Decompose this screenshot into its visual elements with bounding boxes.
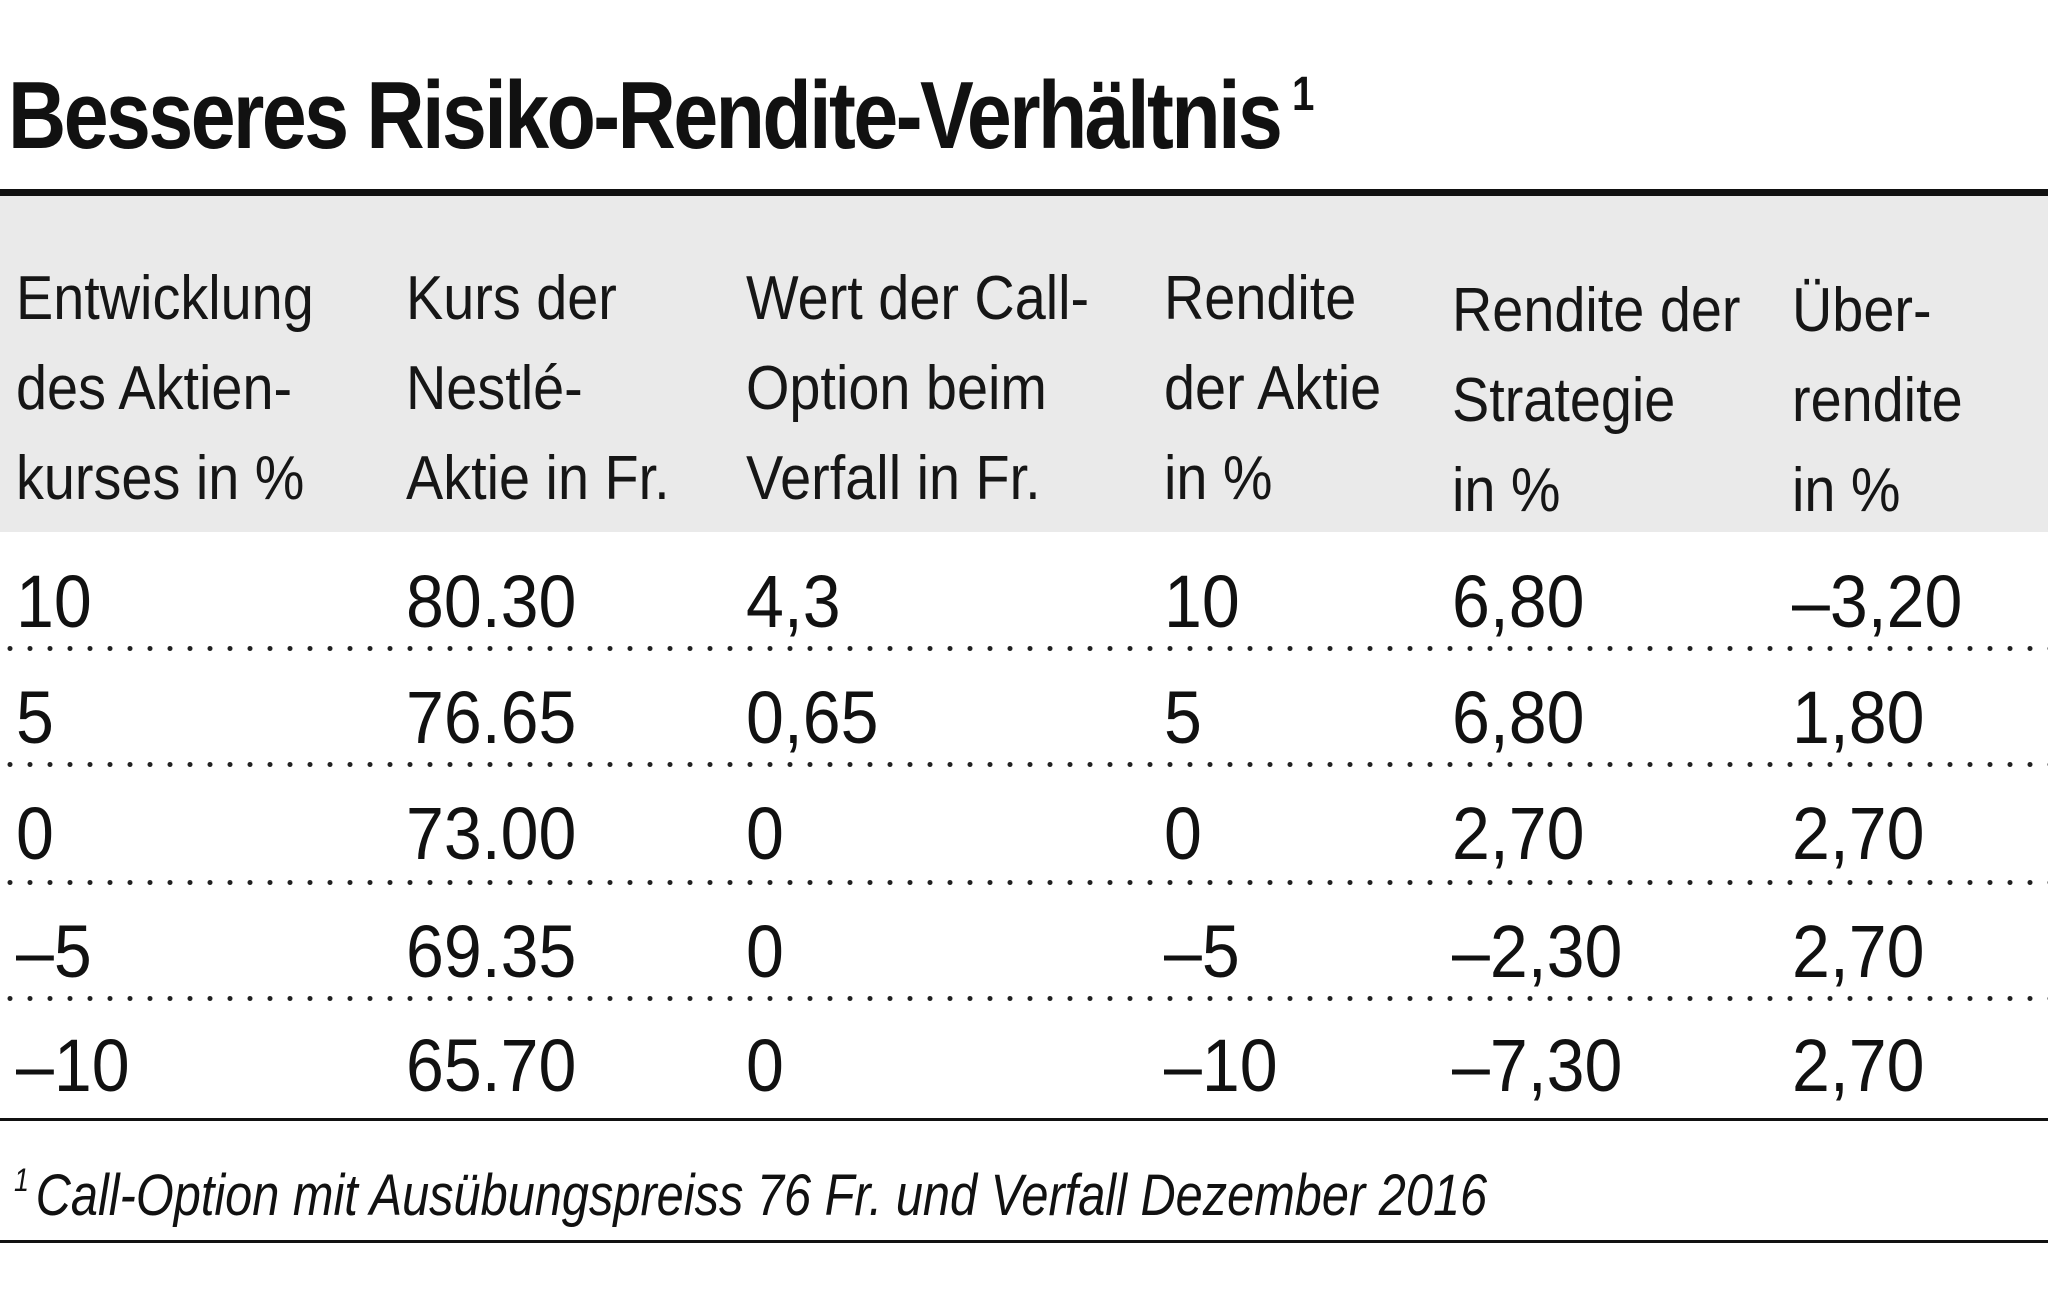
cell-call-option: 4,3: [746, 560, 841, 643]
end-rule: [0, 1240, 2048, 1243]
header-line: Aktie in Fr.: [406, 444, 670, 513]
header-line: Kurs der: [406, 264, 617, 333]
cell-kurs: 65.70: [406, 1024, 577, 1107]
header-line: in %: [1452, 456, 1561, 525]
footnote: 1 Call-Option mit Ausübungspreiss 76 Fr. …: [14, 1140, 1487, 1236]
header-line: rendite: [1792, 366, 1963, 435]
header-line: des Aktien-: [16, 354, 293, 423]
page-title: Besseres Risiko-Rendite-Verhältnis 1: [8, 40, 1314, 171]
cell-rendite-strategie: –7,30: [1452, 1024, 1623, 1107]
cell-entwicklung: 10: [16, 560, 92, 643]
header-line: Rendite: [1164, 264, 1357, 333]
cell-rendite-strategie: –2,30: [1452, 910, 1623, 993]
cell-entwicklung: 5: [16, 676, 54, 759]
header-line: Entwicklung: [16, 264, 314, 333]
column-header-entwicklung: Entwicklung des Aktien- kurses in %: [16, 254, 314, 524]
cell-rendite-aktie: –10: [1164, 1024, 1278, 1107]
column-header-call-option: Wert der Call- Option beim Verfall in Fr…: [746, 254, 1089, 524]
header-line: Option beim: [746, 354, 1047, 423]
column-header-kurs: Kurs der Nestlé- Aktie in Fr.: [406, 254, 670, 524]
cell-rendite-strategie: 2,70: [1452, 792, 1585, 875]
cell-uberrendite: 2,70: [1792, 1024, 1925, 1107]
cell-call-option: 0: [746, 1024, 784, 1107]
cell-entwicklung: –10: [16, 1024, 130, 1107]
footnote-text: Call-Option mit Ausübungspreiss 76 Fr. u…: [35, 1163, 1488, 1228]
cell-kurs: 76.65: [406, 676, 577, 759]
cell-call-option: 0: [746, 910, 784, 993]
cell-rendite-aktie: –5: [1164, 910, 1240, 993]
header-line: Rendite der: [1452, 276, 1741, 345]
footnote-marker: 1: [14, 1162, 29, 1198]
header-line: Über-: [1792, 276, 1932, 345]
header-line: Strategie: [1452, 366, 1676, 435]
cell-kurs: 80.30: [406, 560, 577, 643]
cell-rendite-aktie: 0: [1164, 792, 1202, 875]
dotted-row-divider: [0, 996, 2048, 1001]
dotted-row-divider: [0, 646, 2048, 651]
cell-kurs: 69.35: [406, 910, 577, 993]
header-line: in %: [1164, 444, 1273, 513]
cell-call-option: 0,65: [746, 676, 879, 759]
cell-uberrendite: 2,70: [1792, 792, 1925, 875]
header-line: Nestlé-: [406, 354, 583, 423]
header-line: kurses in %: [16, 444, 305, 513]
dotted-row-divider: [0, 880, 2048, 885]
table-header: Entwicklung des Aktien- kurses in % Kurs…: [0, 196, 2048, 532]
cell-rendite-strategie: 6,80: [1452, 560, 1585, 643]
title-text: Besseres Risiko-Rendite-Verhältnis: [8, 62, 1283, 169]
cell-rendite-aktie: 5: [1164, 676, 1202, 759]
dotted-row-divider: [0, 762, 2048, 767]
column-header-uberrendite: Über- rendite in %: [1792, 266, 1963, 536]
cell-entwicklung: 0: [16, 792, 54, 875]
header-line: Wert der Call-: [746, 264, 1090, 333]
header-line: der Aktie: [1164, 354, 1382, 423]
cell-rendite-aktie: 10: [1164, 560, 1240, 643]
column-header-rendite-aktie: Rendite der Aktie in %: [1164, 254, 1381, 524]
header-line: Verfall in Fr.: [746, 444, 1041, 513]
top-rule: [0, 189, 2048, 196]
cell-rendite-strategie: 6,80: [1452, 676, 1585, 759]
cell-uberrendite: 2,70: [1792, 910, 1925, 993]
cell-call-option: 0: [746, 792, 784, 875]
header-line: in %: [1792, 456, 1901, 525]
column-header-rendite-strategie: Rendite der Strategie in %: [1452, 266, 1740, 536]
cell-entwicklung: –5: [16, 910, 92, 993]
title-footnote-marker: 1: [1292, 68, 1315, 121]
cell-kurs: 73.00: [406, 792, 577, 875]
cell-uberrendite: –3,20: [1792, 560, 1963, 643]
bottom-rule: [0, 1118, 2048, 1121]
cell-uberrendite: 1,80: [1792, 676, 1925, 759]
